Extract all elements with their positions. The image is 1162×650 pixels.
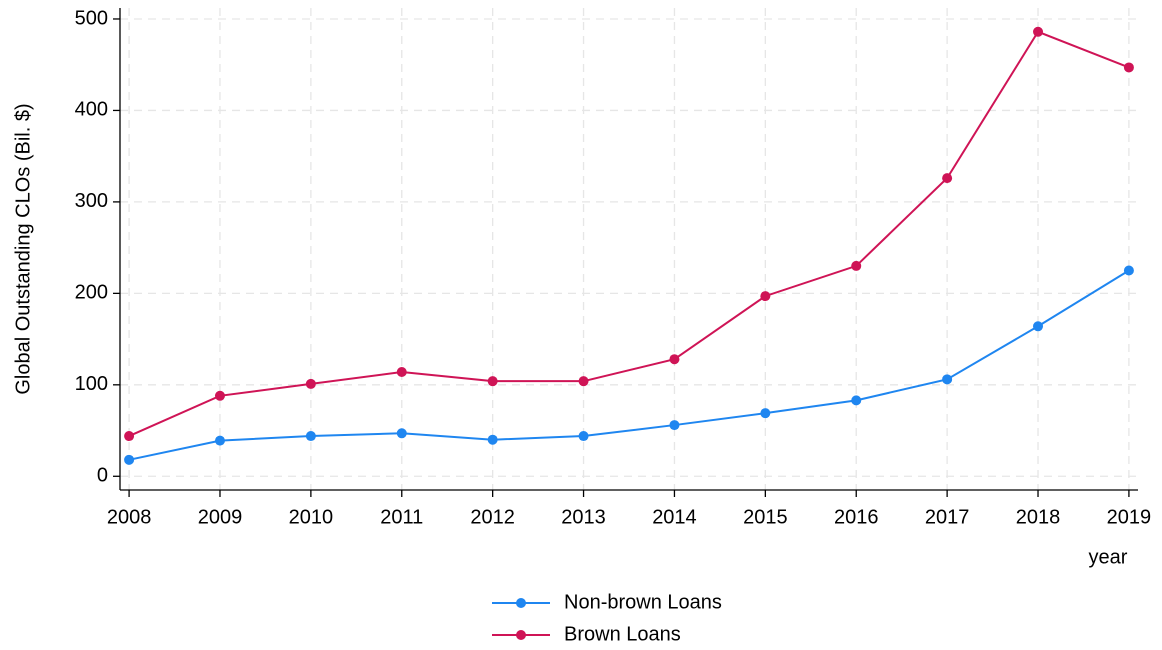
point [305,378,316,389]
point [578,376,589,387]
y-tick-label: 400 [75,99,108,121]
y-axis-label: Global Outstanding CLOs (Bil. $) [12,103,34,394]
series-line [128,30,1130,437]
legend-label: Non-brown Loans [564,591,722,613]
point [124,454,135,465]
point [669,420,680,431]
y-tick-label: 200 [75,282,108,304]
x-tick-label: 2010 [289,506,334,528]
y-tick-label: 500 [75,7,108,29]
point [487,434,498,445]
point [214,435,225,446]
point [851,395,862,406]
point [396,367,407,378]
point [942,173,953,184]
x-tick-label: 2018 [1016,506,1061,528]
series-line [128,269,1130,461]
legend-marker [516,630,526,640]
point [851,260,862,271]
x-tick-label: 2008 [107,506,152,528]
point [124,431,135,442]
x-tick-label: 2015 [743,506,788,528]
point [942,374,953,385]
point [487,376,498,387]
x-tick-label: 2013 [561,506,606,528]
y-tick-label: 300 [75,190,108,212]
point [760,408,771,419]
point [1123,62,1134,73]
y-tick-label: 100 [75,373,108,395]
x-tick-label: 2014 [652,506,697,528]
point [305,431,316,442]
x-tick-label: 2019 [1107,506,1152,528]
point [760,291,771,302]
x-tick-label: 2011 [380,506,423,528]
x-tick-label: 2009 [198,506,243,528]
y-tick-label: 0 [97,465,108,487]
point [1033,26,1044,37]
point [669,354,680,365]
x-axis-label: year [1089,546,1128,568]
x-tick-label: 2016 [834,506,879,528]
point [578,431,589,442]
point [214,390,225,401]
point [396,428,407,439]
x-tick-label: 2012 [470,506,515,528]
point [1123,265,1134,276]
legend-marker [516,598,526,608]
x-tick-label: 2017 [925,506,970,528]
point [1033,321,1044,332]
legend-label: Brown Loans [564,623,681,645]
